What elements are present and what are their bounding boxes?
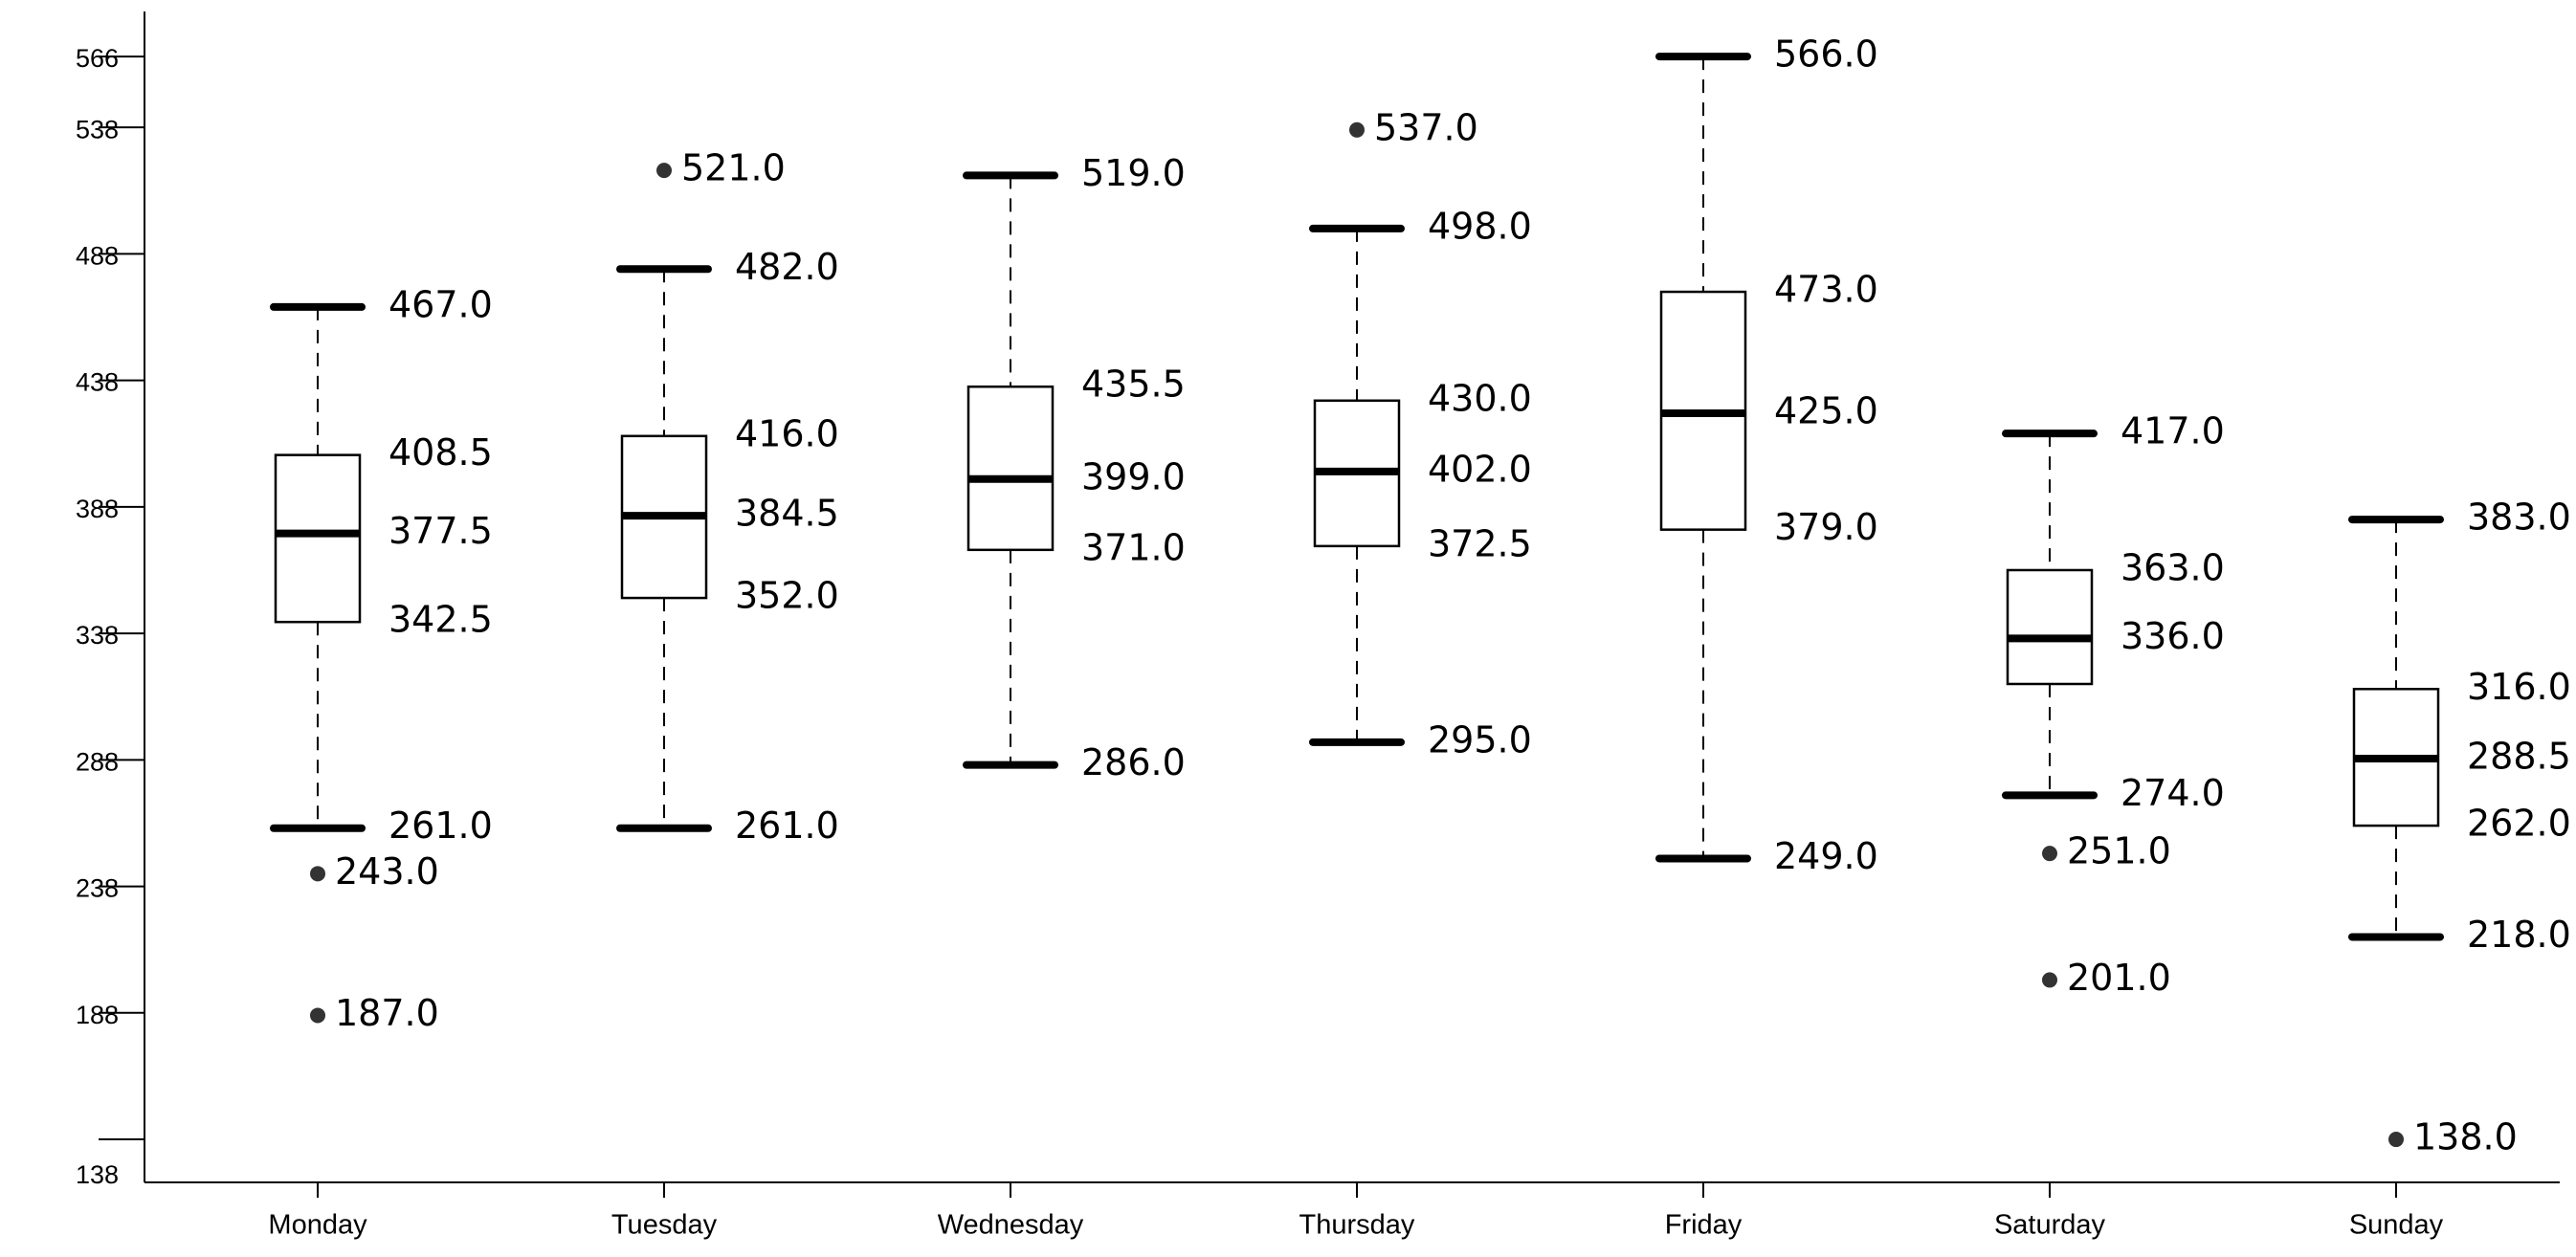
lower-whisker-label: 286.0	[1081, 741, 1186, 783]
y-tick-label: 188	[76, 1001, 119, 1029]
outlier-point	[2388, 1132, 2404, 1148]
q1-label: 342.5	[389, 599, 493, 641]
q3-label: 416.0	[735, 412, 839, 454]
median-label: 402.0	[1428, 448, 1532, 490]
q1-label: 371.0	[1081, 526, 1186, 568]
outlier-point	[2042, 846, 2057, 862]
upper-whisker-label: 519.0	[1081, 152, 1186, 194]
q1-label: 379.0	[1774, 506, 1878, 548]
lower-whisker-label: 295.0	[1428, 718, 1532, 761]
x-tick-label: Monday	[268, 1210, 367, 1241]
median-label: 288.5	[2467, 736, 2571, 778]
median-label: 399.0	[1081, 455, 1186, 497]
x-tick-label: Sunday	[2349, 1210, 2444, 1241]
y-tick-label: 566	[76, 44, 119, 73]
iqr-box	[966, 385, 1055, 552]
median-label: 384.5	[735, 493, 839, 535]
iqr-box	[274, 453, 362, 624]
upper-whisker-label: 482.0	[735, 246, 839, 288]
lower-whisker-label: 249.0	[1774, 835, 1878, 877]
outlier-point	[1349, 121, 1365, 138]
y-tick-label: 538	[76, 115, 119, 143]
outlier-point	[310, 1007, 325, 1024]
median-label: 425.0	[1774, 390, 1878, 432]
outlier-label: 138.0	[2413, 1116, 2518, 1158]
upper-whisker-label: 383.0	[2467, 496, 2571, 539]
q3-label: 430.0	[1428, 377, 1532, 419]
x-tick-label: Thursday	[1299, 1210, 1415, 1241]
x-tick-label: Friday	[1665, 1210, 1743, 1241]
outlier-label: 187.0	[335, 992, 439, 1034]
y-tick-label: 438	[76, 368, 119, 397]
upper-whisker-label: 498.0	[1428, 205, 1532, 247]
x-tick-label: Saturday	[1994, 1210, 2106, 1241]
q3-label: 363.0	[2121, 546, 2225, 588]
lower-whisker-label: 261.0	[389, 805, 493, 847]
outlier-label: 251.0	[2067, 830, 2171, 872]
lower-whisker-label: 261.0	[735, 805, 839, 847]
y-tick-label: 338	[76, 621, 119, 650]
outlier-point	[310, 866, 325, 882]
q3-label: 435.5	[1081, 364, 1186, 406]
y-tick-label: 488	[76, 242, 119, 271]
outlier-label: 537.0	[1374, 106, 1478, 148]
lower-whisker-label: 218.0	[2467, 914, 2571, 956]
q3-label: 473.0	[1774, 269, 1878, 311]
q3-label: 408.5	[389, 431, 493, 474]
median-label: 377.5	[389, 510, 493, 552]
y-tick-label: 288	[76, 747, 119, 776]
outlier-label: 243.0	[335, 850, 439, 893]
iqr-box	[2006, 568, 2094, 686]
outlier-label: 201.0	[2067, 957, 2171, 999]
q1-label: 262.0	[2467, 803, 2571, 845]
q1-label: 372.5	[1428, 522, 1532, 564]
outlier-point	[656, 163, 672, 179]
y-tick-label: 138	[76, 1160, 119, 1189]
x-tick-label: Wednesday	[938, 1210, 1084, 1241]
q3-label: 316.0	[2467, 666, 2571, 708]
median-label: 336.0	[2121, 615, 2225, 657]
lower-whisker-label: 274.0	[2121, 772, 2225, 814]
q1-label: 352.0	[735, 575, 839, 617]
upper-whisker-label: 417.0	[2121, 410, 2225, 452]
outlier-label: 521.0	[681, 147, 786, 189]
upper-whisker-label: 566.0	[1774, 33, 1878, 76]
outlier-point	[2042, 972, 2057, 988]
x-tick-label: Tuesday	[611, 1210, 718, 1241]
upper-whisker-label: 467.0	[389, 283, 493, 325]
y-tick-label: 238	[76, 874, 119, 903]
y-tick-label: 388	[76, 495, 119, 523]
